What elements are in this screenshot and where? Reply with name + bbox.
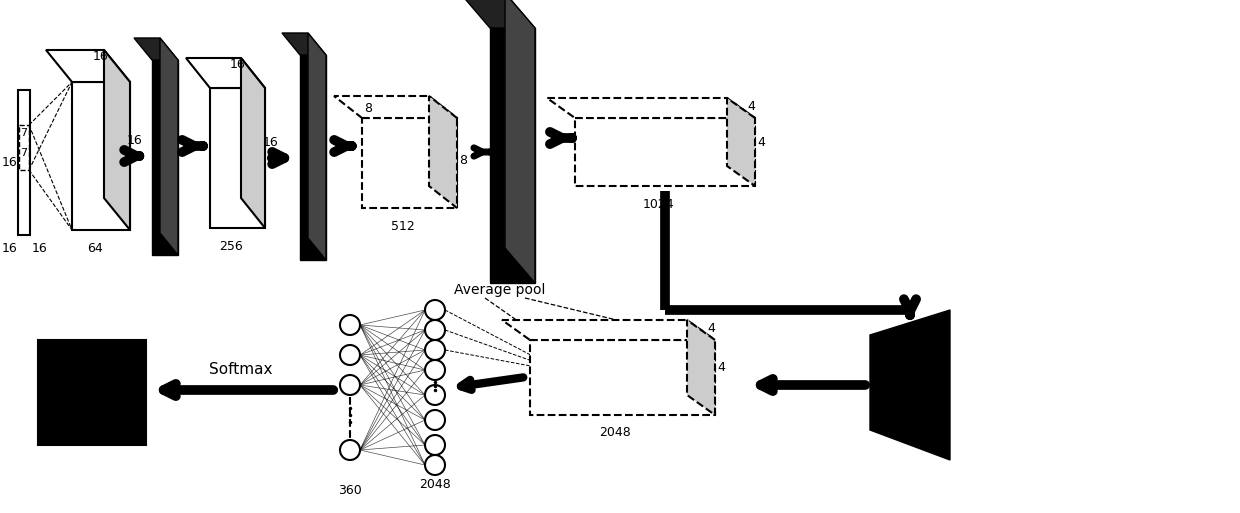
Polygon shape bbox=[186, 58, 265, 88]
Polygon shape bbox=[38, 340, 146, 445]
Text: 1024: 1024 bbox=[642, 198, 673, 210]
Text: 2048: 2048 bbox=[600, 426, 631, 440]
Text: 256: 256 bbox=[219, 240, 243, 252]
Circle shape bbox=[425, 410, 445, 430]
Text: 16: 16 bbox=[2, 243, 17, 255]
Polygon shape bbox=[334, 96, 458, 118]
Text: Softmax: Softmax bbox=[210, 363, 273, 378]
Text: 4: 4 bbox=[758, 135, 765, 148]
Polygon shape bbox=[134, 38, 179, 60]
Text: 16: 16 bbox=[128, 133, 143, 147]
Polygon shape bbox=[72, 82, 130, 230]
Polygon shape bbox=[529, 340, 715, 415]
Text: 8: 8 bbox=[365, 102, 372, 114]
Polygon shape bbox=[460, 0, 534, 28]
Text: 64: 64 bbox=[87, 242, 103, 254]
Polygon shape bbox=[300, 55, 326, 260]
Polygon shape bbox=[210, 88, 265, 228]
Text: 16: 16 bbox=[32, 243, 48, 255]
Polygon shape bbox=[46, 50, 130, 82]
Text: 360: 360 bbox=[339, 483, 362, 497]
Circle shape bbox=[340, 315, 360, 335]
Text: 7: 7 bbox=[20, 128, 27, 138]
Circle shape bbox=[425, 360, 445, 380]
Text: 16: 16 bbox=[93, 49, 109, 63]
Polygon shape bbox=[308, 33, 326, 260]
Circle shape bbox=[340, 440, 360, 460]
Polygon shape bbox=[575, 118, 755, 186]
Polygon shape bbox=[160, 38, 179, 255]
Polygon shape bbox=[153, 60, 179, 255]
Text: Average pool: Average pool bbox=[454, 283, 546, 297]
Circle shape bbox=[340, 375, 360, 395]
Polygon shape bbox=[727, 98, 755, 186]
Polygon shape bbox=[362, 118, 458, 208]
Polygon shape bbox=[281, 33, 326, 55]
Circle shape bbox=[425, 340, 445, 360]
Polygon shape bbox=[19, 90, 30, 235]
Polygon shape bbox=[502, 320, 715, 340]
Circle shape bbox=[425, 300, 445, 320]
Circle shape bbox=[425, 455, 445, 475]
Polygon shape bbox=[547, 98, 755, 118]
Polygon shape bbox=[241, 58, 265, 228]
Text: 7: 7 bbox=[20, 148, 27, 158]
Polygon shape bbox=[490, 28, 534, 283]
Text: 16: 16 bbox=[229, 57, 246, 70]
Text: 8: 8 bbox=[459, 153, 467, 167]
Polygon shape bbox=[870, 310, 950, 460]
Text: 16: 16 bbox=[263, 136, 279, 149]
Polygon shape bbox=[104, 50, 130, 230]
Circle shape bbox=[425, 435, 445, 455]
Text: 2048: 2048 bbox=[419, 479, 451, 491]
Text: 4: 4 bbox=[746, 100, 755, 112]
Circle shape bbox=[340, 345, 360, 365]
Text: 4: 4 bbox=[707, 322, 715, 334]
Polygon shape bbox=[687, 320, 715, 415]
Polygon shape bbox=[429, 96, 458, 208]
Text: 4: 4 bbox=[717, 361, 725, 374]
Circle shape bbox=[425, 320, 445, 340]
Text: 16: 16 bbox=[2, 156, 17, 169]
Text: 512: 512 bbox=[391, 220, 414, 232]
Circle shape bbox=[425, 385, 445, 405]
Polygon shape bbox=[505, 0, 534, 283]
